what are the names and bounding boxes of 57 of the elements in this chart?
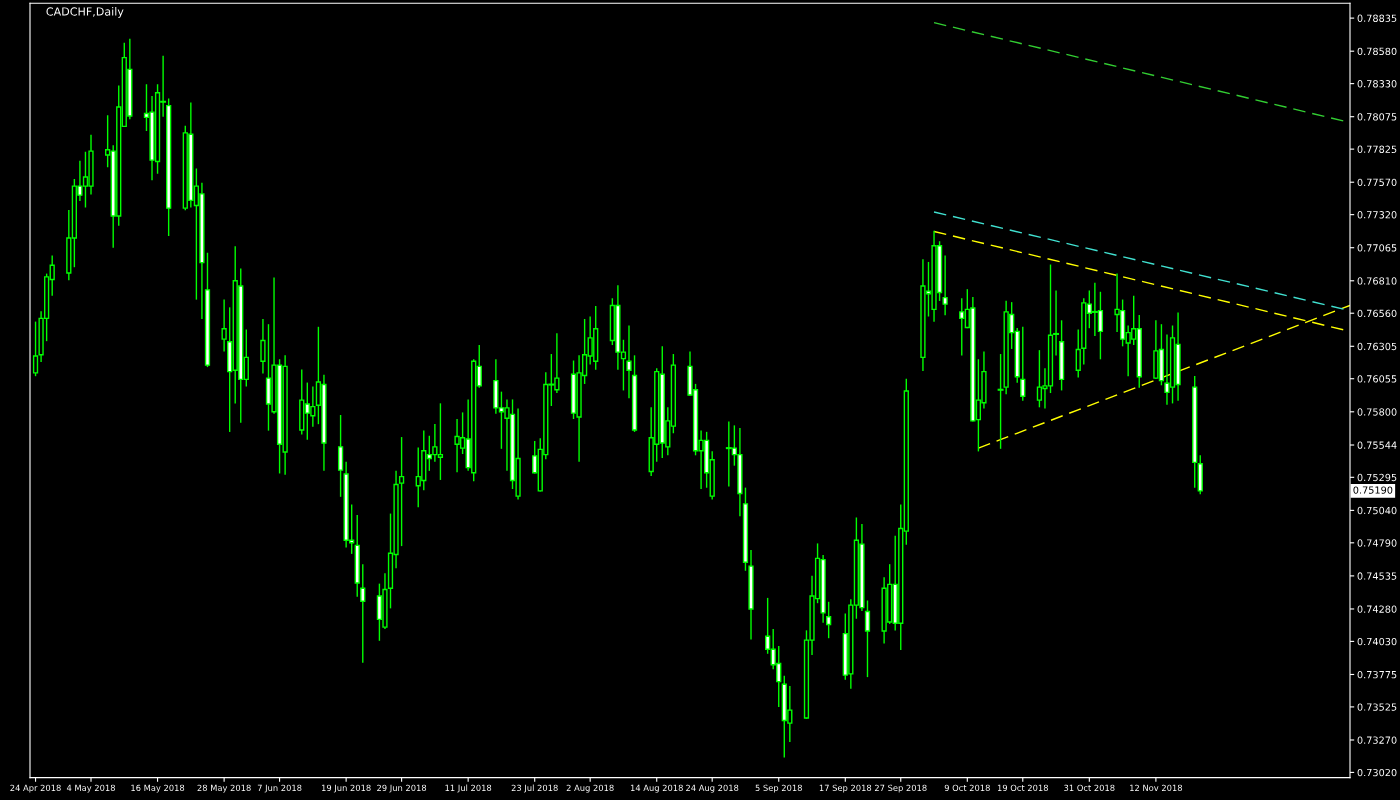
candlestick: [626, 325, 632, 399]
x-tick-label: 11 Jul 2018: [445, 784, 492, 793]
candlestick: [826, 601, 832, 639]
y-tick-label: 0.73525: [1357, 703, 1397, 711]
candlestick: [942, 255, 948, 316]
x-tick-label: 27 Sep 2018: [874, 784, 927, 793]
y-tick-label: 0.77065: [1357, 244, 1397, 252]
y-tick-label: 0.78835: [1357, 14, 1397, 22]
x-tick-label: 7 Jun 2018: [257, 784, 302, 793]
x-tick-label: 19 Jun 2018: [321, 784, 371, 793]
y-tick-label: 0.77570: [1357, 178, 1397, 187]
y-tick-label: 0.73775: [1357, 670, 1397, 679]
candlestick: [337, 414, 344, 497]
y-tick-label: 0.75544: [1357, 441, 1397, 449]
x-tick-label: 16 May 2018: [131, 784, 185, 793]
x-tick-label: 17 Sep 2018: [819, 784, 872, 793]
text: 0.75190: [1353, 486, 1393, 494]
candlestick: [360, 564, 366, 663]
x-tick-label: 28 May 2018: [197, 784, 251, 793]
candlestick: [1020, 326, 1026, 401]
y-tick-label: 0.74535: [1357, 572, 1397, 580]
y-tick-label: 0.76560: [1357, 309, 1397, 318]
x-tick-label: 29 Jun 2018: [377, 784, 427, 793]
candlestick: [32, 321, 39, 377]
candlestick: [260, 319, 266, 374]
x-tick-label: 2 Aug 2018: [566, 784, 614, 793]
x-tick-label: 24 Aug 2018: [686, 784, 739, 793]
y-tick-label: 0.73020: [1357, 768, 1397, 777]
y-tick-label: 0.78580: [1357, 47, 1397, 56]
y-tick-label: 0.78330: [1357, 80, 1397, 88]
candlestick: [221, 299, 227, 352]
candlestick: [398, 437, 405, 547]
y-tick-label: 0.74280: [1357, 605, 1397, 613]
y-tick-label: 0.77825: [1357, 145, 1397, 153]
y-tick-label: 0.75295: [1357, 473, 1397, 482]
y-tick-label: 0.74790: [1357, 539, 1397, 547]
y-tick-label: 0.74030: [1357, 637, 1397, 646]
x-tick-label: 12 Nov 2018: [1130, 784, 1182, 791]
x-tick-label: 4 May 2018: [66, 784, 115, 793]
x-tick-label: 24 Apr 2018: [10, 784, 61, 793]
y-tick-label: 0.73270: [1357, 736, 1397, 744]
y-tick-label: 0.76055: [1357, 375, 1397, 383]
x-tick-label: 19 Oct 2018: [997, 784, 1048, 791]
chart-title: CADCHF,Daily: [46, 7, 124, 18]
y-tick-label: 0.77320: [1357, 211, 1397, 219]
x-tick-label: 23 Jul 2018: [511, 784, 558, 793]
x-tick-label: 5 Sep 2018: [755, 784, 802, 793]
y-tick-label: 0.78075: [1357, 113, 1397, 121]
y-tick-label: 0.75800: [1357, 408, 1397, 416]
x-tick-label: 31 Oct 2018: [1064, 784, 1115, 791]
y-tick-label: 0.76305: [1357, 342, 1397, 351]
candlestick: [864, 600, 871, 678]
y-tick-label: 0.76810: [1357, 277, 1397, 285]
candlestick: [1075, 329, 1081, 378]
x-tick-label: 14 Aug 2018: [630, 784, 683, 793]
x-tick-label: 9 Oct 2018: [944, 784, 990, 791]
y-tick-label: 0.75040: [1357, 506, 1397, 515]
